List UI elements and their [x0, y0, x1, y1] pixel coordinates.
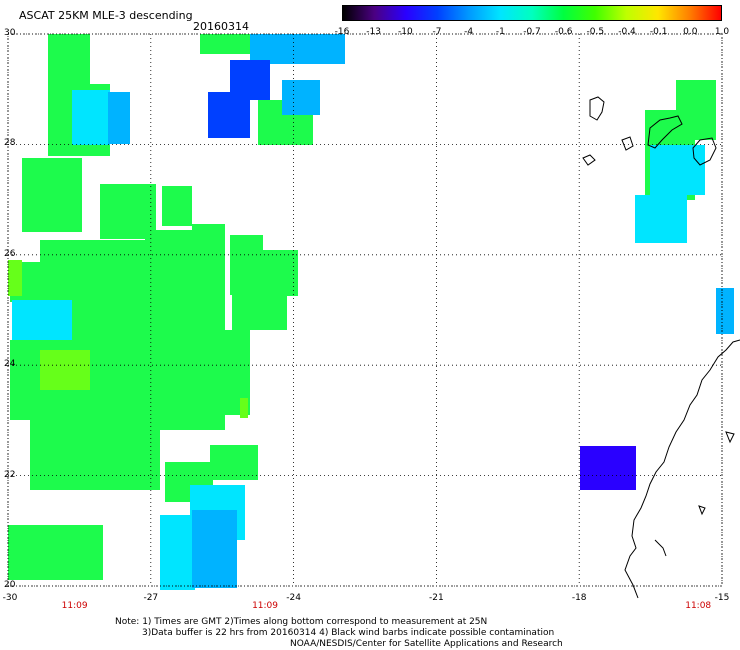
wind-swaths: [8, 34, 734, 590]
swath-cell: [160, 515, 195, 590]
latitude-label: 20: [4, 580, 16, 590]
map-title: ASCAT 25KM MLE-3 descending: [19, 9, 193, 22]
coast-detail-3: [654, 539, 667, 557]
canary-island-3: [582, 154, 596, 166]
map-date: 20160314: [193, 20, 249, 33]
swath-cell: [208, 92, 250, 138]
canary-island-1: [589, 96, 605, 121]
swath-cell: [22, 158, 82, 232]
swath-cell: [240, 398, 248, 418]
footnotes: Note: 1) Times are GMT 2)Times along bot…: [115, 617, 563, 650]
swath-cell: [716, 288, 734, 334]
swath-cell: [635, 195, 687, 243]
swath-cell: [108, 92, 130, 144]
swath-cell: [210, 445, 258, 480]
africa-coastline: [624, 339, 740, 599]
swath-cell: [650, 145, 705, 195]
time-label: 11:08: [685, 601, 712, 611]
latitude-label: 24: [4, 359, 16, 370]
swath-cell: [162, 186, 192, 226]
longitude-label: -15: [714, 593, 730, 603]
swath-cell: [250, 34, 345, 64]
colorbar: [342, 5, 722, 21]
colorbar-tick-label: -7: [432, 27, 442, 37]
canary-island-4: [647, 115, 683, 149]
note-line-3: NOAA/NESDIS/Center for Satellite Applica…: [290, 639, 563, 649]
swath-cell: [30, 420, 100, 490]
time-label: 11:09: [61, 601, 88, 611]
colorbar-tick-label: -1: [495, 27, 505, 37]
colorbar-tick-label: -0.1: [649, 27, 668, 37]
swath-cell: [282, 80, 320, 115]
colorbar-tick-label: -0.5: [586, 27, 605, 37]
colorbar-tick-label: -10: [397, 27, 413, 37]
colorbar-tick-label: -0.7: [523, 27, 541, 37]
swath-cell: [40, 350, 90, 390]
swath-cell: [100, 184, 156, 239]
swath-cell: [232, 270, 287, 330]
latitude-label: 26: [4, 248, 16, 259]
latitude-label: 30: [4, 28, 16, 38]
colorbar-tick-label: -16: [334, 27, 350, 37]
canary-island-2: [621, 136, 634, 151]
coastline: [582, 96, 740, 599]
swath-cell: [580, 446, 636, 490]
note-line-1: Note: 1) Times are GMT 2)Times along bot…: [115, 617, 488, 627]
canary-island-5: [692, 137, 717, 166]
colorbar-tick-label: 0.0: [683, 27, 698, 37]
latitude-label: 28: [4, 138, 16, 149]
colorbar-tick-label: -0.6: [554, 27, 573, 37]
swath-cell: [8, 525, 103, 580]
colorbar-tick-label: -4: [464, 27, 474, 37]
lat-lon-grid: [7, 33, 723, 587]
longitude-label: -27: [143, 593, 159, 603]
coast-detail-1: [725, 431, 735, 444]
longitude-label: -24: [286, 593, 301, 603]
colorbar-tick-label: -13: [366, 27, 382, 37]
swath-cell: [12, 300, 72, 340]
colorbar-tick-label: -0.4: [618, 27, 636, 37]
swath-cell: [8, 260, 22, 296]
latitude-label: 22: [4, 469, 16, 480]
longitude-label: -18: [571, 593, 587, 603]
longitude-label: -21: [429, 593, 444, 603]
swath-cell: [192, 224, 225, 254]
note-line-2: 3)Data buffer is 22 hrs from 20160314 4)…: [142, 628, 555, 638]
time-label: 11:09: [252, 601, 278, 611]
longitude-label: -30: [2, 593, 18, 603]
coast-detail-2: [698, 505, 706, 516]
swath-cell: [90, 400, 160, 490]
swath-cell: [192, 510, 237, 588]
swath-cell: [72, 90, 110, 145]
colorbar-tick-label: 1.0: [714, 27, 730, 37]
